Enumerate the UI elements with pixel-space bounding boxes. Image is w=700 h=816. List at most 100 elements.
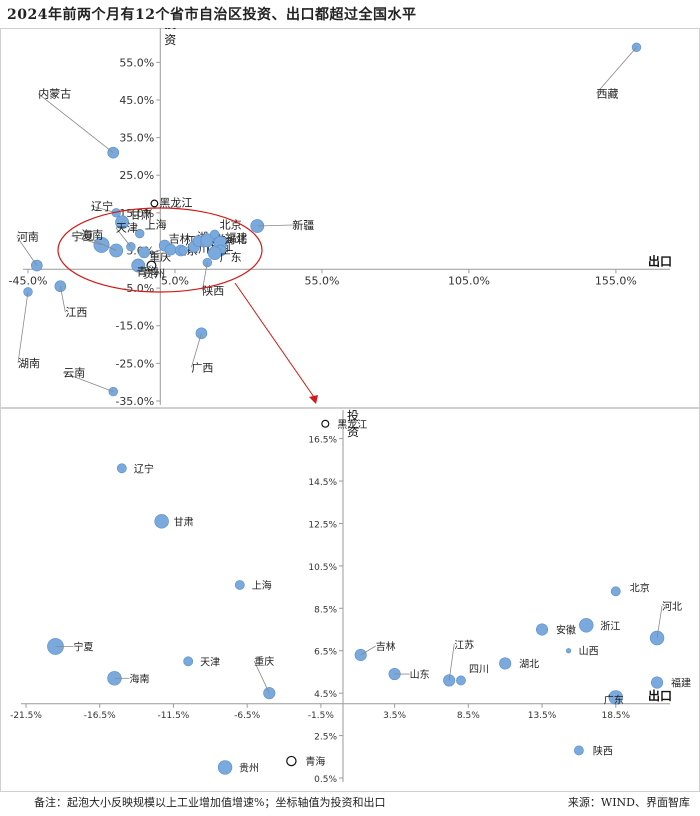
y-tick-label: -5.0% — [122, 282, 154, 295]
leader-line — [253, 660, 270, 694]
data-point — [456, 675, 466, 686]
data-point — [217, 760, 233, 775]
x-tick-label: 18.5% — [601, 711, 630, 721]
point-label: 安徽 — [556, 624, 576, 637]
data-point — [138, 246, 150, 259]
y-tick-label: 16.5% — [308, 436, 337, 446]
point-label: 甘肃 — [130, 208, 152, 221]
y-axis-title: 投 — [347, 408, 359, 423]
y-tick-label: -25.0% — [115, 357, 154, 370]
y-tick-label: 8.5% — [314, 605, 337, 615]
zoom-arrow-line — [234, 282, 317, 401]
chart-title: 2024年前两个月有12个省市自治区投资、出口都超过全国水平 — [7, 7, 417, 23]
leader-line — [91, 205, 117, 214]
leader-line — [360, 645, 376, 656]
leader-line — [448, 644, 455, 681]
zoomed-scatter-chart: -21.5% -16.5% -11.5% -6.5% -1.5% 3.5% 8.5% 13.5… — [0, 408, 700, 792]
footnote: 备注：起泡大小反映规模以上工业增加值增速%；坐标轴值为投资和出口 — [34, 796, 386, 809]
x-tick-label: -6.5% — [234, 711, 261, 721]
point-label: 宁夏 — [73, 640, 93, 653]
point-label: 北京 — [220, 217, 242, 231]
point-label: 山西 — [579, 646, 599, 658]
point-label: 内蒙古 — [38, 87, 71, 101]
point-label: 西藏 — [596, 87, 618, 100]
point-label: 上海 — [145, 218, 167, 232]
y-axis-title-2: 资 — [347, 425, 359, 439]
y-tick-label: -15.0% — [115, 320, 154, 333]
data-point — [234, 580, 245, 590]
overview-scatter-chart: -45.0% 5.0% 55.0% 105.0% 155.0% -35.0% -25.0% -… — [0, 28, 700, 408]
x-tick-label: 13.5% — [528, 711, 557, 721]
leader-line — [191, 333, 202, 368]
data-point — [651, 676, 664, 689]
point-label: 河北 — [225, 233, 247, 246]
data-point — [608, 690, 623, 705]
point-label: 云南 — [63, 367, 85, 380]
point-label: 重庆 — [254, 655, 274, 668]
data-point — [150, 199, 159, 208]
point-label: 湖南 — [18, 357, 40, 370]
data-point — [154, 514, 169, 529]
data-point — [178, 245, 188, 256]
y-tick-label: 2.5% — [314, 733, 337, 743]
leader-line — [17, 291, 29, 363]
data-point — [499, 657, 512, 670]
point-label: 福建 — [671, 677, 691, 690]
data-point — [535, 623, 549, 636]
point-label: 吉林 — [376, 640, 396, 653]
point-label: 青海 — [305, 755, 325, 768]
x-tick-label: -11.5% — [158, 711, 190, 721]
point-label: 吉林 — [169, 232, 191, 246]
point-label: 陕西 — [593, 744, 613, 757]
y-tick-label: 14.5% — [308, 478, 337, 488]
y-axis-title: 投 — [164, 28, 176, 31]
leader-line — [136, 265, 152, 272]
leader-line — [596, 47, 637, 94]
point-label: 海南 — [129, 672, 149, 685]
leader-line — [201, 262, 208, 291]
point-label: 福建 — [226, 230, 248, 244]
x-axis-title: 出口 — [648, 253, 672, 268]
point-label: 甘肃 — [174, 515, 194, 528]
point-label: 江苏 — [454, 638, 474, 651]
point-label: 重庆 — [149, 249, 171, 263]
point-label: 贵州 — [239, 761, 259, 774]
point-label: 河南 — [17, 231, 39, 244]
leader-line — [16, 236, 38, 266]
y-tick-label: 10.5% — [308, 563, 337, 573]
x-axis-title: 出口 — [648, 688, 672, 703]
leader-line — [81, 234, 117, 251]
data-point — [200, 233, 215, 248]
point-label: 四川 — [469, 664, 489, 675]
source-credit: 来源：WIND、界面智库 — [567, 796, 690, 809]
data-point — [321, 419, 330, 428]
data-point — [116, 463, 127, 474]
y-tick-label: 0.5% — [314, 775, 337, 785]
point-label: 山东 — [410, 668, 430, 681]
point-label: 北京 — [630, 581, 650, 594]
x-tick-label: -21.5% — [10, 711, 42, 721]
leader-line — [71, 235, 102, 246]
point-label: 宁夏 — [71, 229, 93, 243]
point-label: 上海 — [252, 579, 272, 592]
y-tick-label: 12.5% — [308, 520, 337, 530]
data-point — [115, 215, 129, 230]
data-point — [131, 258, 146, 273]
x-tick-label: -16.5% — [84, 711, 116, 721]
data-point — [565, 648, 572, 654]
leader-line — [257, 224, 293, 227]
point-label: 湖北 — [519, 658, 539, 670]
y-tick-label: 25.0% — [119, 169, 154, 182]
data-point — [574, 745, 584, 756]
point-label: 海南 — [81, 227, 103, 241]
data-point — [135, 228, 145, 239]
point-label: 黑龙江 — [337, 418, 367, 431]
point-label: 天津 — [116, 222, 138, 235]
x-tick-label: -45.0% — [9, 274, 48, 287]
data-point — [207, 246, 222, 261]
point-label: 河北 — [662, 601, 682, 613]
leader-line — [63, 372, 114, 392]
x-tick-label: 155.0% — [595, 274, 637, 287]
point-label: 辽宁 — [91, 199, 113, 213]
x-tick-label: 105.0% — [448, 274, 490, 287]
